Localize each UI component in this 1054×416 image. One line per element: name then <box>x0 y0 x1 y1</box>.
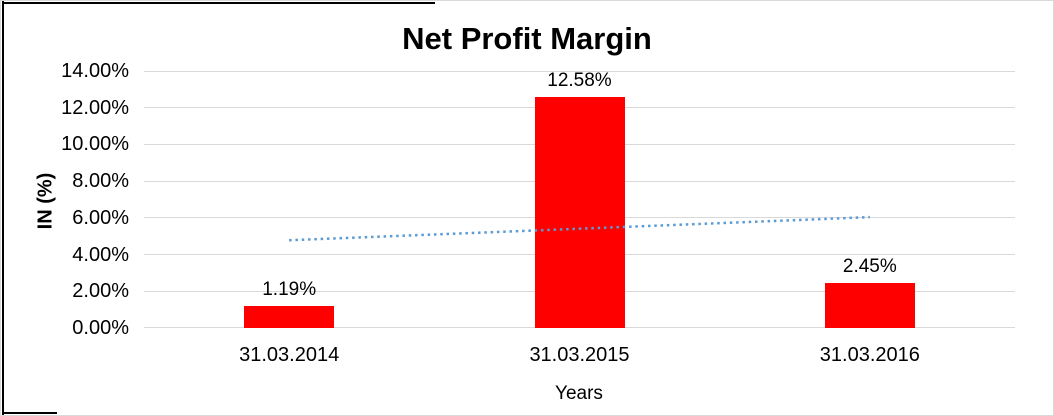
y-tick-label-6.00%: 6.00% <box>72 206 129 229</box>
y-tick-label-2.00%: 2.00% <box>72 280 129 303</box>
y-tick-label-10.00%: 10.00% <box>61 133 129 156</box>
y-tick-label-4.00%: 4.00% <box>72 243 129 266</box>
trendline <box>289 215 870 242</box>
x-category-label-31.03.2015: 31.03.2015 <box>529 344 630 366</box>
x-axis-title: Years <box>555 383 603 404</box>
gridline-14.00% <box>144 70 1015 72</box>
x-category-label-31.03.2014: 31.03.2014 <box>239 344 340 366</box>
bar-data-label-31.03.2016: 2.45% <box>842 256 897 278</box>
bar-data-label-31.03.2014: 1.19% <box>262 279 317 301</box>
frame-border-bottom <box>2 412 57 414</box>
y-tick-label-8.00%: 8.00% <box>72 170 129 193</box>
trendline-line <box>289 215 870 242</box>
bar-31.03.2014 <box>244 306 335 328</box>
chart-title: Net Profit Margin <box>402 21 652 56</box>
y-tick-label-0.00%: 0.00% <box>72 317 129 339</box>
plot-area: 1.19% 12.58% 2.45% <box>144 70 1015 328</box>
y-tick-label-12.00%: 12.00% <box>61 96 129 119</box>
frame-border-top <box>2 2 435 4</box>
bar-data-label-31.03.2015: 12.58% <box>547 70 612 92</box>
x-category-label-31.03.2016: 31.03.2016 <box>819 344 920 366</box>
y-tick-label-14.00%: 14.00% <box>61 60 129 82</box>
bar-31.03.2015 <box>534 97 625 328</box>
bar-31.03.2016 <box>824 283 915 328</box>
frame-border-left <box>2 1 4 415</box>
